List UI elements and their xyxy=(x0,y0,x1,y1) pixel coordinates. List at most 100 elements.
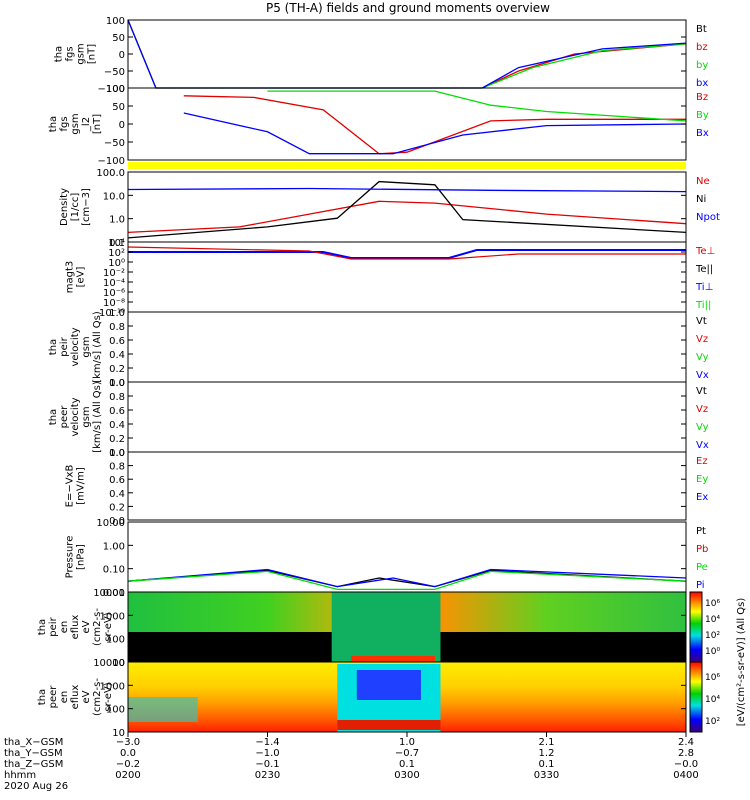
legend-entry: Vy xyxy=(696,422,709,433)
panel-ylabel: gsm xyxy=(81,336,92,357)
panel-ylabel: [1/cc] xyxy=(70,193,81,222)
xaxis-value: 0.1 xyxy=(539,759,555,770)
legend-entry: Pb xyxy=(696,544,708,555)
xaxis-row-label: hhmm xyxy=(4,770,36,781)
panel-ylabel: eflux xyxy=(70,685,81,710)
ytick-label: 50 xyxy=(112,33,125,44)
legend-entry: Ne xyxy=(696,176,710,187)
colorbar-tick: 10² xyxy=(705,631,720,641)
legend-entry: Ti⊥ xyxy=(695,282,713,293)
panel-frame-fgs xyxy=(127,19,687,89)
ytick-label: 0.0 xyxy=(109,516,125,527)
panel-ylabel: fgs xyxy=(65,46,76,61)
ytick-label: 0.4 xyxy=(109,489,125,500)
ion-spectrogram-band xyxy=(351,656,435,661)
legend-entry: Ey xyxy=(696,474,708,485)
panel-ylabel: [nT] xyxy=(92,114,103,134)
panel-ylabel: fgs xyxy=(59,116,70,131)
ytick-label: 10² xyxy=(108,248,125,259)
panel-frame-ve xyxy=(127,381,687,453)
panel-ylabel: tha xyxy=(54,46,65,62)
ytick-label: 100 xyxy=(106,705,125,716)
temp-line-ti xyxy=(128,249,686,259)
ytick-label: 0.6 xyxy=(109,475,125,486)
panel-ylabel: eV xyxy=(81,690,92,703)
series-line-Npot xyxy=(127,187,687,193)
xaxis-value: 1.2 xyxy=(539,748,555,759)
xaxis-value: 1.0 xyxy=(399,737,415,748)
colorbar-tick: 10⁶ xyxy=(705,599,720,609)
panel-ylabel: E=−VxB xyxy=(65,465,76,508)
panel-ylabel: velocity xyxy=(70,397,81,436)
xaxis-row-label: tha_Z−GSM xyxy=(4,759,63,770)
xaxis-value: −3.0 xyxy=(116,737,140,748)
ytick-label: 0.8 xyxy=(109,392,125,403)
ytick-label: 0.2 xyxy=(109,502,125,513)
ytick-label: 10⁻² xyxy=(103,268,125,279)
xaxis-value: −0.1 xyxy=(255,759,279,770)
colorbar-label: [eV/(cm²-s-sr-eV)] (All Qs) xyxy=(736,598,747,727)
ytick-label: 100.0 xyxy=(96,168,125,179)
xaxis-row-label: tha_Y−GSM xyxy=(4,748,63,759)
legend-entry: Vt xyxy=(696,316,707,327)
colorbar-tick: 10² xyxy=(705,717,720,727)
ytick-label: 0.10 xyxy=(103,565,125,576)
xaxis-value: −0.2 xyxy=(116,759,140,770)
xaxis-value: 0400 xyxy=(673,770,698,781)
xaxis-value: 0330 xyxy=(534,770,559,781)
series-line-Pe xyxy=(127,570,687,591)
series-line-Bx xyxy=(183,112,687,155)
panel-ylabel: (cm2-s- xyxy=(92,608,103,646)
legend-entry: Ez xyxy=(696,456,708,467)
legend-entry: Te⊥ xyxy=(695,246,715,257)
ytick-label: 10⁻⁸ xyxy=(103,298,125,309)
ytick-label: 1000 xyxy=(100,681,125,692)
panel-ylabel: [mV/m] xyxy=(76,467,87,505)
panel-ylabel: sr-eV) xyxy=(103,682,114,711)
series-line-Pt xyxy=(127,569,687,588)
legend-entry: Pe xyxy=(696,562,708,573)
legend-entry: Ex xyxy=(696,492,708,503)
xaxis-value: −0.0 xyxy=(674,759,698,770)
panel-ylabel: [nPa] xyxy=(76,544,87,570)
series-line-bz xyxy=(127,19,687,89)
series-line-Ni xyxy=(127,180,687,239)
xaxis-value: −1.0 xyxy=(255,748,279,759)
colorbar-tick: 10⁰ xyxy=(705,647,720,657)
panel-ylabel: tha xyxy=(48,409,59,425)
legend-entry: Vz xyxy=(696,404,708,415)
ytick-label: 10 xyxy=(112,728,125,739)
xaxis-value: 0300 xyxy=(394,770,419,781)
series-line-Pi xyxy=(127,568,687,588)
legend-entry: Te|| xyxy=(695,264,713,275)
panel-ylabel: tha xyxy=(48,116,59,132)
xaxis-value: −0.7 xyxy=(395,748,419,759)
series-line-by xyxy=(127,19,687,89)
electron-spectrogram-base xyxy=(337,720,441,730)
panel-ylabel: [km/s] (All Qs) xyxy=(92,381,103,453)
ytick-label: 0 xyxy=(119,50,125,61)
colorbar-tick: 10⁶ xyxy=(705,673,720,683)
panel-ylabel: en xyxy=(59,621,70,634)
ytick-label: 1.0 xyxy=(109,308,125,319)
ytick-label: −50 xyxy=(104,138,125,149)
xaxis-value: 0.1 xyxy=(399,759,415,770)
ytick-label: 10⁻¹⁰ xyxy=(99,308,125,319)
ytick-label: 0.8 xyxy=(109,322,125,333)
ytick-label: 10⁻⁴ xyxy=(103,278,125,289)
legend-entry: Vy xyxy=(696,352,709,363)
panel-ylabel: [nT] xyxy=(87,44,98,64)
colorbar-tick: 10⁴ xyxy=(705,615,720,625)
xaxis-value: 0.0 xyxy=(120,748,136,759)
panel-ylabel: peir xyxy=(48,616,59,636)
panel-ylabel: Density xyxy=(59,188,70,226)
colorbar-tick: 10⁴ xyxy=(705,695,720,705)
xaxis-value: 0230 xyxy=(255,770,280,781)
ytick-label: 0.4 xyxy=(109,350,125,361)
panel-ylabel: _l2 xyxy=(81,117,92,132)
ytick-label: 10.00 xyxy=(96,518,125,529)
series-line-By xyxy=(267,90,687,122)
ytick-label: 10000 xyxy=(93,588,125,599)
panel-ylabel: [km/s] (All Qs) xyxy=(92,311,103,383)
ytick-label: 0.0 xyxy=(109,378,125,389)
